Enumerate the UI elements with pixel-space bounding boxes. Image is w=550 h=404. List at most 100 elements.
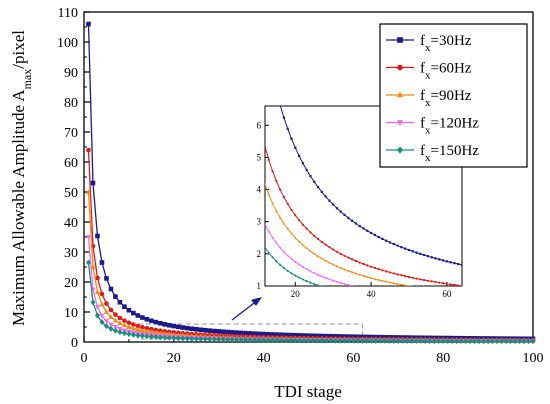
inset-data-point: [267, 193, 270, 196]
inset-data-point: [411, 250, 414, 253]
data-point: [131, 310, 136, 316]
data-point: [193, 326, 199, 332]
legend-label-suffix: =60Hz: [431, 61, 472, 77]
y-tick-label: 110: [58, 6, 78, 21]
inset-data-point: [445, 282, 448, 285]
inset-data-point: [400, 246, 403, 249]
inset-data-point: [301, 266, 305, 269]
inset-data-point: [377, 278, 380, 281]
inset-data-point: [430, 280, 433, 283]
data-point: [202, 336, 208, 343]
data-point: [346, 337, 352, 344]
inset-data-point: [412, 285, 414, 286]
data-point: [202, 327, 208, 333]
data-point: [135, 332, 141, 339]
inset-data-point: [332, 248, 335, 251]
inset-data-point: [465, 285, 467, 287]
inset-data-point: [373, 277, 377, 280]
inset-data-point: [438, 258, 441, 261]
data-point: [135, 323, 141, 329]
legend-entry-0: fx=30Hz: [386, 33, 472, 54]
data-point: [270, 332, 275, 337]
inset-data-point: [347, 216, 350, 220]
inset-data-point: [328, 287, 330, 290]
data-point: [261, 337, 267, 344]
data-point: [413, 337, 419, 344]
inset-data-point: [294, 236, 297, 239]
inset-data-point: [332, 203, 335, 206]
inset-data-point: [354, 259, 358, 263]
data-point: [391, 337, 397, 344]
data-point: [243, 336, 249, 343]
inset-data-point: [320, 190, 323, 194]
data-point: [94, 305, 100, 310]
inset-data-point: [328, 261, 331, 264]
data-point: [449, 338, 455, 345]
inset-data-point: [441, 282, 445, 285]
inset-data-point: [324, 195, 327, 198]
inset-data-point: [407, 275, 411, 279]
data-point: [121, 330, 127, 337]
inset-series-3: [265, 223, 355, 286]
x-tick-label: 20: [167, 351, 181, 366]
inset-data-point: [275, 242, 278, 245]
data-point: [503, 338, 509, 345]
data-point: [279, 332, 284, 338]
data-point: [153, 329, 159, 335]
inset-data-point: [309, 231, 312, 234]
data-point: [310, 333, 316, 339]
inset-data-point: [305, 246, 308, 250]
data-point: [157, 334, 163, 341]
inset-data-point: [282, 266, 286, 270]
data-point: [99, 313, 105, 319]
inset-data-point: [282, 222, 286, 225]
inset-data-point: [415, 277, 418, 280]
data-point: [184, 325, 190, 331]
inset-data-point: [324, 243, 327, 246]
data-point: [157, 330, 163, 336]
data-point: [144, 316, 150, 322]
inset-data-point: [301, 243, 305, 246]
inset-data-point: [290, 258, 293, 261]
data-point: [324, 333, 329, 339]
inset-data-point: [328, 246, 331, 249]
inset-data-point: [339, 252, 342, 255]
data-point: [144, 325, 150, 331]
inset-data-point: [339, 282, 342, 285]
data-point: [463, 338, 469, 345]
data-point: [211, 336, 217, 343]
inset-data-point: [294, 146, 297, 149]
y-tick-label: 70: [64, 126, 78, 141]
inset-data-point: [267, 251, 270, 255]
inset-data-point: [328, 278, 331, 281]
data-point: [472, 338, 478, 345]
x-tick-label: 0: [81, 351, 88, 366]
inset-data-point: [313, 252, 316, 255]
inset-data-point: [320, 240, 323, 244]
data-point: [149, 318, 154, 324]
inset-data-point: [385, 280, 388, 283]
data-point: [319, 333, 325, 339]
data-point: [225, 329, 230, 335]
inset-data-point: [396, 244, 399, 247]
data-point: [85, 259, 92, 266]
inset-data-point: [267, 230, 270, 233]
data-point: [306, 333, 311, 338]
inset-data-point: [373, 233, 376, 237]
legend-label-main: f: [420, 143, 425, 159]
data-point: [247, 331, 253, 336]
data-point: [108, 307, 114, 313]
data-point: [153, 334, 159, 341]
inset-data-point: [392, 242, 395, 246]
inset-data-point: [358, 261, 361, 264]
inset-data-point: [321, 285, 323, 286]
data-point: [301, 337, 307, 344]
inset-data-point: [400, 283, 403, 286]
data-point: [104, 276, 109, 281]
data-point: [283, 332, 289, 338]
inset-data-point: [268, 55, 270, 57]
data-point: [247, 336, 253, 343]
legend-label: fx=120Hz: [420, 116, 479, 137]
